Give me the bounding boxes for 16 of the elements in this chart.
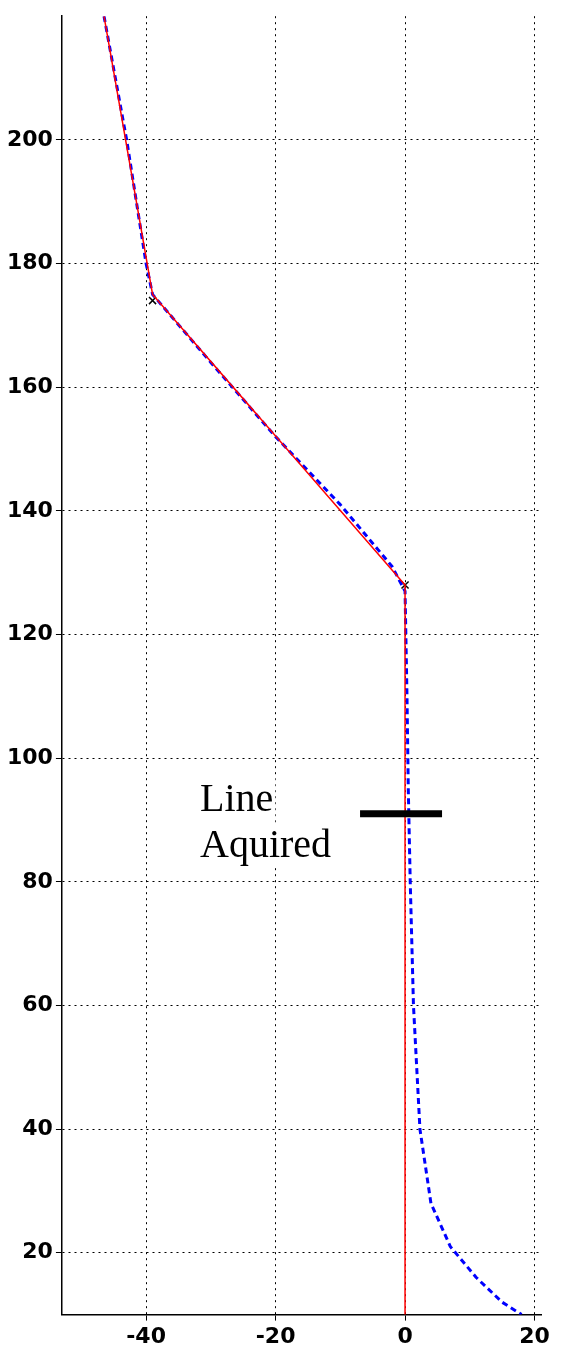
y-tick-label: 100 xyxy=(6,743,53,769)
y-tick-label: 60 xyxy=(22,991,53,1017)
y-tick-label: 120 xyxy=(6,620,53,646)
x-tick-label: 20 xyxy=(519,1322,550,1348)
x-tick-label: -40 xyxy=(126,1322,166,1348)
y-tick-label: 40 xyxy=(22,1114,53,1140)
y-tick-label: 200 xyxy=(6,125,53,151)
y-tick-label: 20 xyxy=(22,1238,53,1264)
y-tick-label: 180 xyxy=(6,249,53,275)
annotation: Line Aquired xyxy=(200,774,332,866)
y-tick-label: 140 xyxy=(6,496,53,522)
x-tick-label: 0 xyxy=(397,1322,413,1348)
line-series xyxy=(102,16,524,1315)
y-tick-label: 80 xyxy=(22,867,53,893)
y-tick-label: 160 xyxy=(6,372,53,398)
x-tick-label: -20 xyxy=(255,1322,296,1348)
